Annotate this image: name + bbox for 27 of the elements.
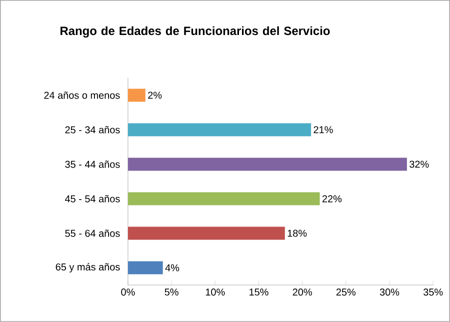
x-tick-label: 0%: [121, 288, 135, 296]
data-label: 22%: [322, 195, 342, 202]
x-tick-label: 15%: [250, 288, 268, 296]
x-tick-label: 20%: [292, 288, 312, 296]
x-tick-label: 10%: [206, 288, 225, 296]
x-tick-label: 5%: [164, 288, 178, 296]
y-tick-label: 35 - 44 años: [65, 160, 120, 168]
x-tick-label: 35%: [424, 288, 443, 296]
y-tick-label: 55 - 64 años: [65, 230, 120, 237]
bar: [128, 261, 163, 274]
data-label: 18%: [288, 230, 307, 237]
x-tick-label: 30%: [380, 288, 400, 296]
y-tick-label: 65 y más años: [56, 263, 120, 272]
y-tick-label: 25 - 34 años: [65, 126, 120, 134]
y-tick-label: 24 años o menos: [44, 92, 120, 99]
bar: [128, 192, 320, 206]
chart-title: Rango de Edades de Funcionarios del Servicio: [60, 26, 330, 38]
bar: [128, 158, 407, 171]
y-tick-label: 45 - 54 años: [65, 195, 120, 202]
bar: [128, 123, 312, 136]
data-label: 4%: [165, 264, 180, 272]
bar: [128, 226, 285, 240]
data-label: 32%: [410, 160, 429, 168]
bar: [128, 88, 146, 102]
x-tick-label: 25%: [336, 288, 356, 296]
data-label: 21%: [314, 126, 333, 134]
data-label: 2%: [148, 92, 162, 99]
